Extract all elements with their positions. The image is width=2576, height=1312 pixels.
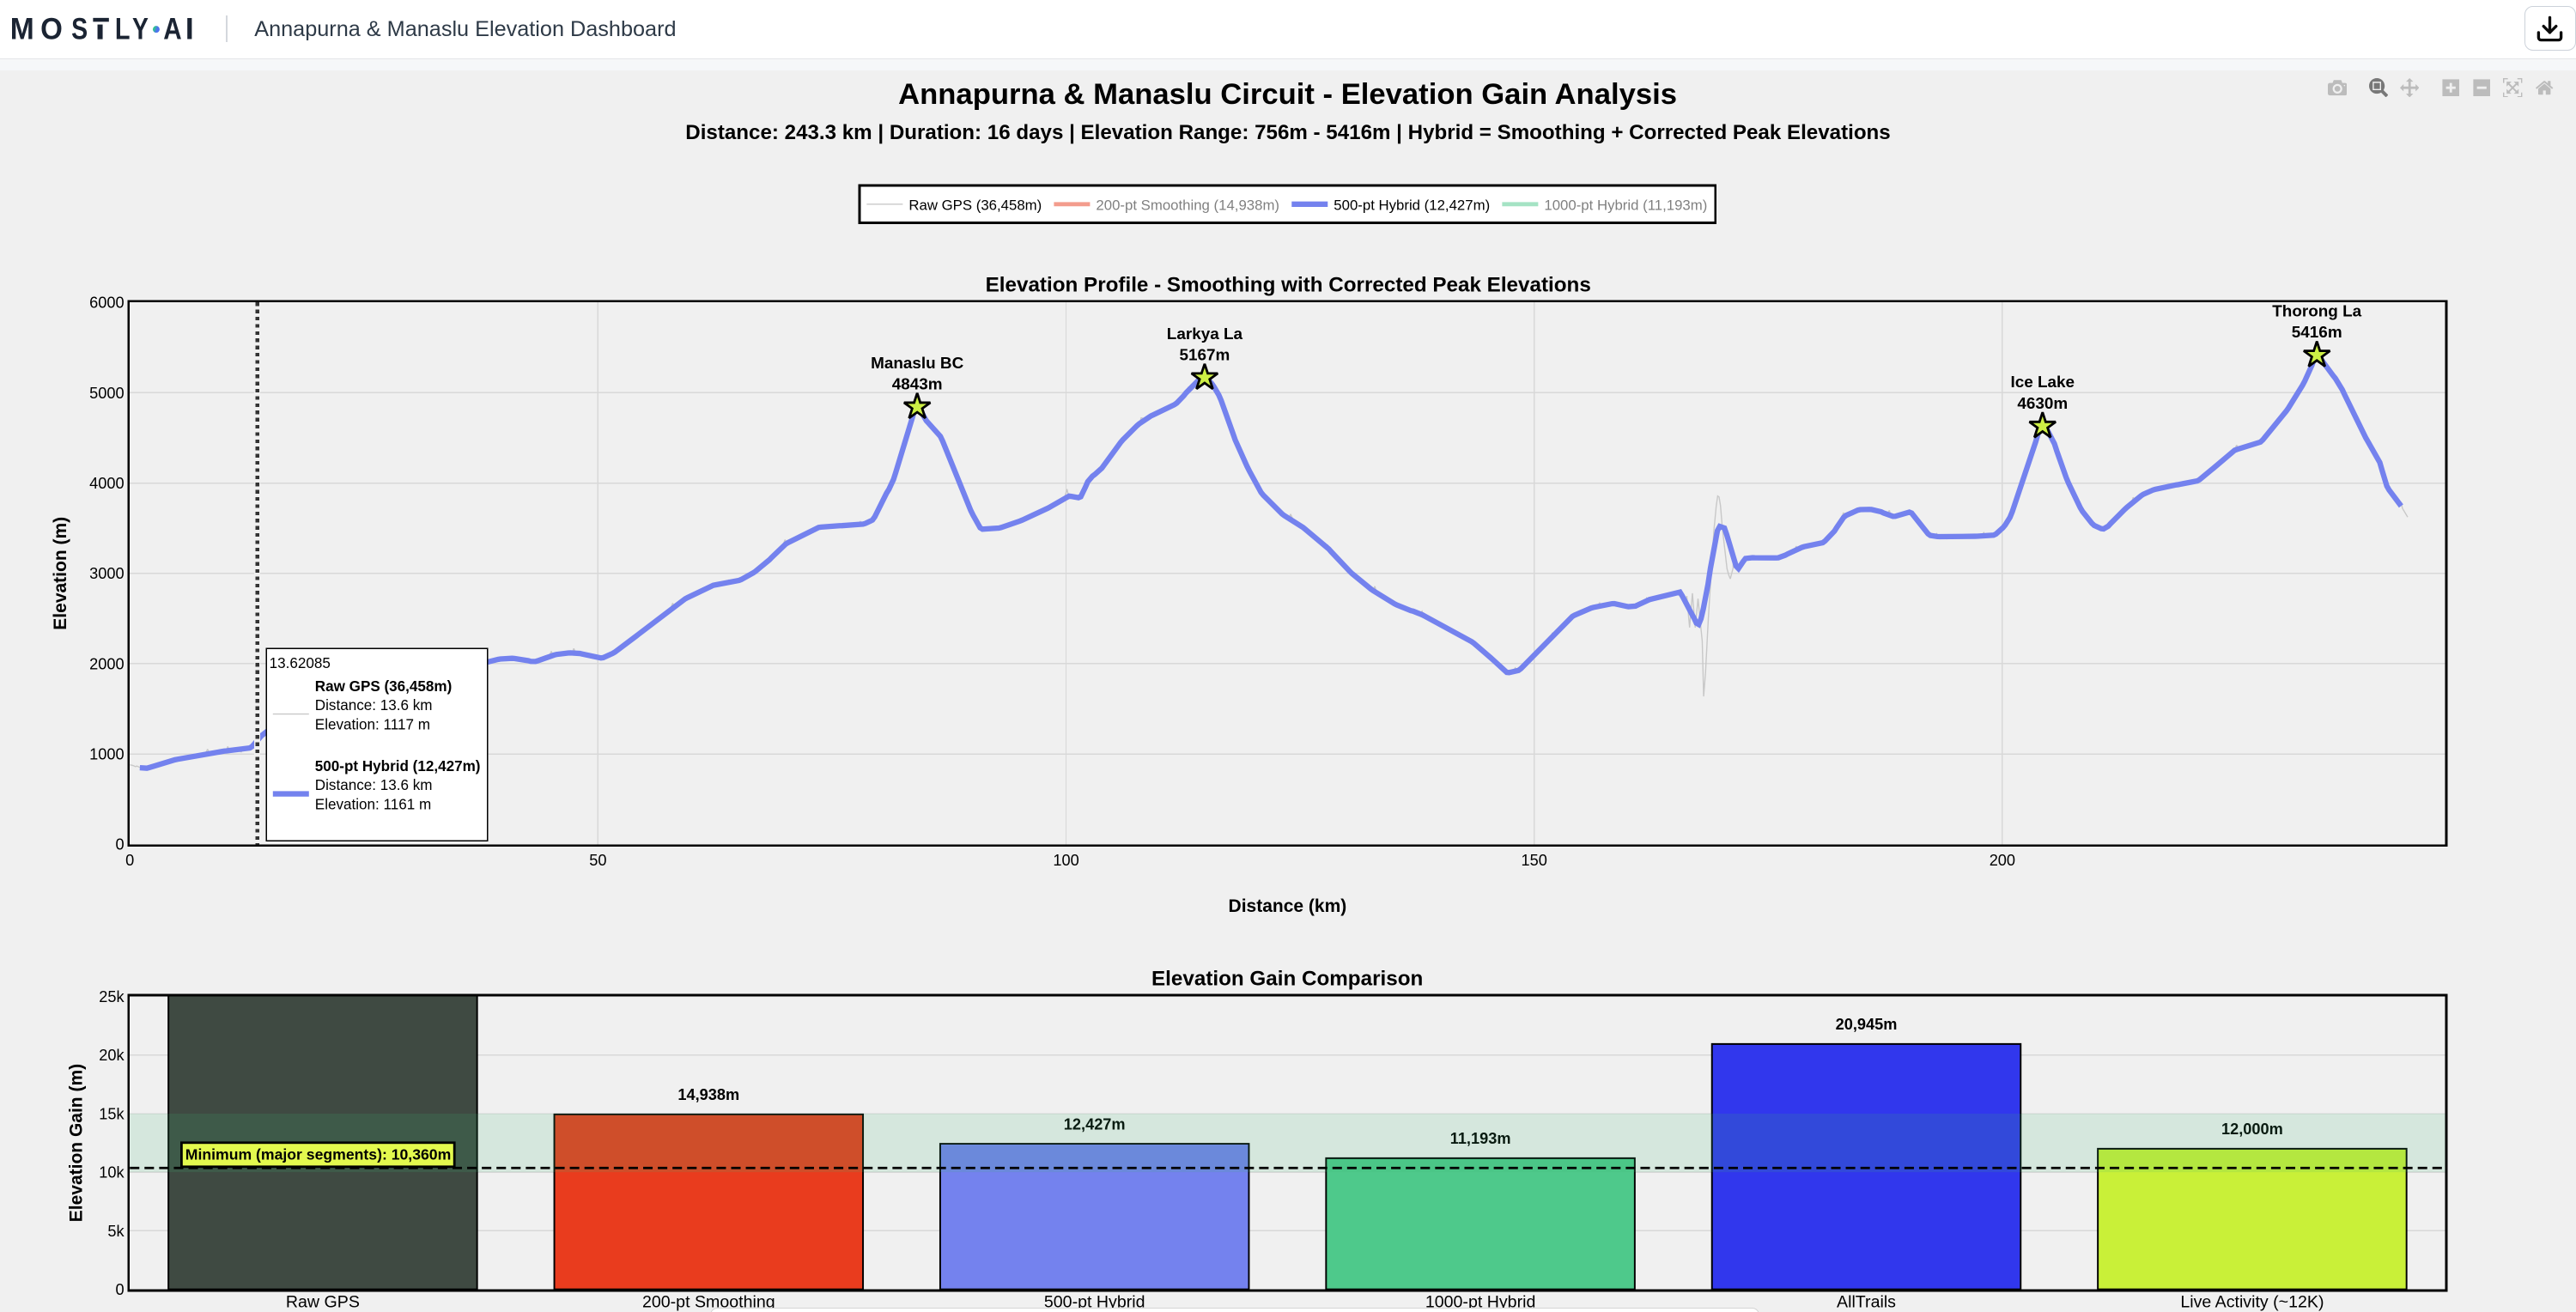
svg-text:M: M (10, 13, 34, 46)
svg-text:Elevation Profile - Smoothing: Elevation Profile - Smoothing with Corre… (986, 274, 1591, 297)
svg-text:I: I (185, 13, 194, 46)
svg-text:1000-pt Hybrid (11,193m): 1000-pt Hybrid (11,193m) (1544, 197, 1707, 214)
svg-text:O: O (40, 13, 63, 46)
svg-text:L: L (115, 13, 131, 46)
svg-text:500-pt Hybrid (12,427m): 500-pt Hybrid (12,427m) (1334, 197, 1490, 214)
svg-text:Distance: 243.3 km | Duration:: Distance: 243.3 km | Duration: 16 days |… (685, 121, 1890, 144)
svg-text:Elevation Gain Comparison: Elevation Gain Comparison (1151, 968, 1423, 991)
svg-text:200-pt Smoothing (14,938m): 200-pt Smoothing (14,938m) (1096, 197, 1279, 214)
svg-text:Y: Y (132, 13, 149, 46)
svg-text:Elevation (m): Elevation (m) (51, 517, 70, 630)
svg-text:S: S (71, 13, 88, 46)
svg-text:Distance (km): Distance (km) (1229, 896, 1347, 916)
svg-text:Annapurna & Manaslu Circuit -: Annapurna & Manaslu Circuit - Elevation … (898, 78, 1677, 111)
svg-text:Elevation Gain (m): Elevation Gain (m) (66, 1064, 86, 1222)
svg-text:Raw GPS (36,458m): Raw GPS (36,458m) (908, 197, 1042, 214)
svg-text:A: A (163, 13, 181, 46)
